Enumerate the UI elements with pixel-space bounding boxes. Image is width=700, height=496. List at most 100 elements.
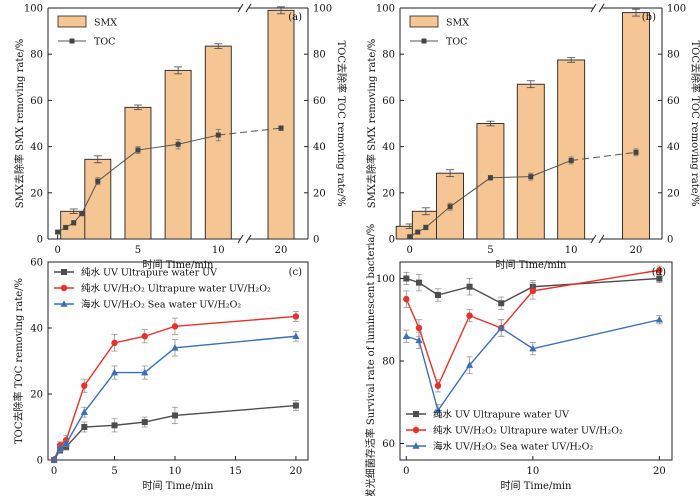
legend-label: 海水 UV/H₂O₂ Sea water UV/H₂O₂ bbox=[433, 441, 593, 453]
series-point bbox=[292, 332, 300, 340]
x-axis-title: 时间 Time/min bbox=[496, 258, 567, 271]
y-tick-label: 0 bbox=[389, 235, 395, 246]
series-point bbox=[111, 339, 118, 347]
series-point bbox=[403, 275, 410, 282]
series-point bbox=[141, 368, 149, 376]
axis-break-mark bbox=[590, 234, 597, 244]
y-axis-title: SMX去除率 SMX removing rate/% bbox=[365, 39, 378, 208]
x-tick-label: 10 bbox=[212, 245, 225, 256]
y2-tick-label: 100 bbox=[313, 4, 332, 15]
series-point bbox=[402, 332, 410, 340]
series-point bbox=[656, 267, 663, 274]
x-tick-label: 10 bbox=[526, 466, 539, 477]
y2-tick-label: 0 bbox=[313, 235, 319, 246]
y2-axis-title: TOC去除率 TOC removing rate/% bbox=[335, 40, 348, 206]
toc-point bbox=[79, 211, 85, 217]
legend-marker bbox=[412, 426, 420, 434]
series-point bbox=[292, 313, 300, 320]
legend-marker bbox=[412, 442, 420, 449]
toc-point bbox=[278, 125, 284, 131]
axis-break-mark bbox=[245, 3, 252, 13]
toc-point bbox=[63, 224, 69, 230]
toc-point bbox=[633, 149, 639, 155]
legend-marker bbox=[60, 284, 68, 292]
toc-point bbox=[71, 220, 77, 226]
series-point bbox=[110, 368, 119, 376]
smx-bar bbox=[476, 123, 505, 240]
x-tick-label: 15 bbox=[229, 466, 242, 477]
y-tick-label: 100 bbox=[24, 4, 43, 15]
y-tick-label: 40 bbox=[30, 324, 43, 335]
series-point bbox=[292, 402, 299, 409]
series-point bbox=[171, 412, 178, 419]
series-point bbox=[415, 279, 422, 286]
x-tick-label: 5 bbox=[135, 245, 141, 256]
y-tick-label: 100 bbox=[376, 4, 395, 15]
toc-point bbox=[215, 132, 221, 138]
y2-tick-label: 20 bbox=[313, 188, 326, 199]
series-point bbox=[80, 408, 88, 415]
y-tick-label: 80 bbox=[382, 50, 395, 61]
x-axis-title: 时间 Time/min bbox=[501, 479, 572, 492]
series-point bbox=[81, 382, 88, 389]
y2-tick-label: 40 bbox=[667, 142, 680, 153]
plot-frame bbox=[47, 261, 309, 461]
series-line bbox=[406, 319, 660, 413]
toc-point bbox=[487, 175, 493, 181]
toc-point bbox=[528, 174, 534, 180]
legend-label: 纯水 UV/H₂O₂ Ultrapure water UV/H₂O₂ bbox=[81, 283, 271, 295]
x-tick-label: 10 bbox=[169, 466, 182, 477]
toc-point bbox=[568, 157, 574, 163]
series-point bbox=[466, 312, 473, 319]
series-point bbox=[111, 422, 118, 429]
y-tick-label: 0 bbox=[37, 235, 43, 246]
y-axis-title: TOC去除率 TOC removing rate/% bbox=[12, 278, 25, 444]
series-point bbox=[434, 292, 441, 298]
x-tick-label: 0 bbox=[403, 466, 409, 477]
y-tick-label: 20 bbox=[30, 188, 43, 199]
toc-point bbox=[95, 178, 101, 184]
x-tick-label: 20 bbox=[653, 466, 666, 477]
panel-c-toc-removal-chart: 0 20 40 60 0 5 10 15 20 纯水 UV Ultrapure water UV 纯… bbox=[12, 258, 309, 492]
legend-marker bbox=[61, 269, 67, 275]
x-axis-title: 时间 Time/min bbox=[143, 258, 214, 271]
panel-letter: (c) bbox=[289, 267, 303, 278]
series-point bbox=[529, 344, 537, 352]
legend-smx-label: SMX bbox=[446, 18, 469, 29]
smx-bar bbox=[622, 12, 650, 240]
legend-marker bbox=[60, 300, 68, 307]
y2-tick-label: 20 bbox=[667, 188, 680, 199]
legend-smx-label: SMX bbox=[94, 18, 117, 29]
y2-tick-label: 100 bbox=[667, 4, 686, 15]
panel-letter: (a) bbox=[288, 12, 302, 23]
x-tick-label: 5 bbox=[487, 245, 493, 256]
legend-marker bbox=[413, 411, 419, 417]
x-axis-title: 时间 Time/min bbox=[143, 479, 214, 492]
series-point bbox=[434, 382, 442, 389]
y-tick-label: 20 bbox=[30, 390, 43, 401]
axis-break-mark bbox=[590, 3, 597, 13]
x-tick-label: 20 bbox=[630, 245, 643, 256]
series-point bbox=[171, 323, 179, 330]
y2-tick-label: 40 bbox=[313, 142, 326, 153]
y-tick-label: 60 bbox=[30, 258, 43, 269]
y-tick-label: 80 bbox=[382, 357, 395, 368]
legend-toc-marker bbox=[69, 38, 75, 44]
x-tick-label: 10 bbox=[565, 245, 578, 256]
y2-tick-label: 60 bbox=[667, 96, 680, 107]
axis-break-mark bbox=[598, 3, 605, 13]
series-point bbox=[498, 300, 505, 307]
y-tick-label: 40 bbox=[382, 142, 395, 153]
y-tick-label: 60 bbox=[30, 96, 43, 107]
series-point bbox=[415, 324, 423, 332]
series-point bbox=[656, 275, 663, 282]
series-point bbox=[415, 336, 423, 344]
axis-break-mark bbox=[598, 234, 605, 244]
y2-tick-label: 0 bbox=[667, 235, 673, 246]
x-tick-label: 20 bbox=[275, 245, 288, 256]
series-point bbox=[655, 315, 663, 323]
panel-letter: (b) bbox=[642, 12, 656, 23]
series-point bbox=[56, 444, 64, 452]
series-point bbox=[403, 295, 410, 303]
